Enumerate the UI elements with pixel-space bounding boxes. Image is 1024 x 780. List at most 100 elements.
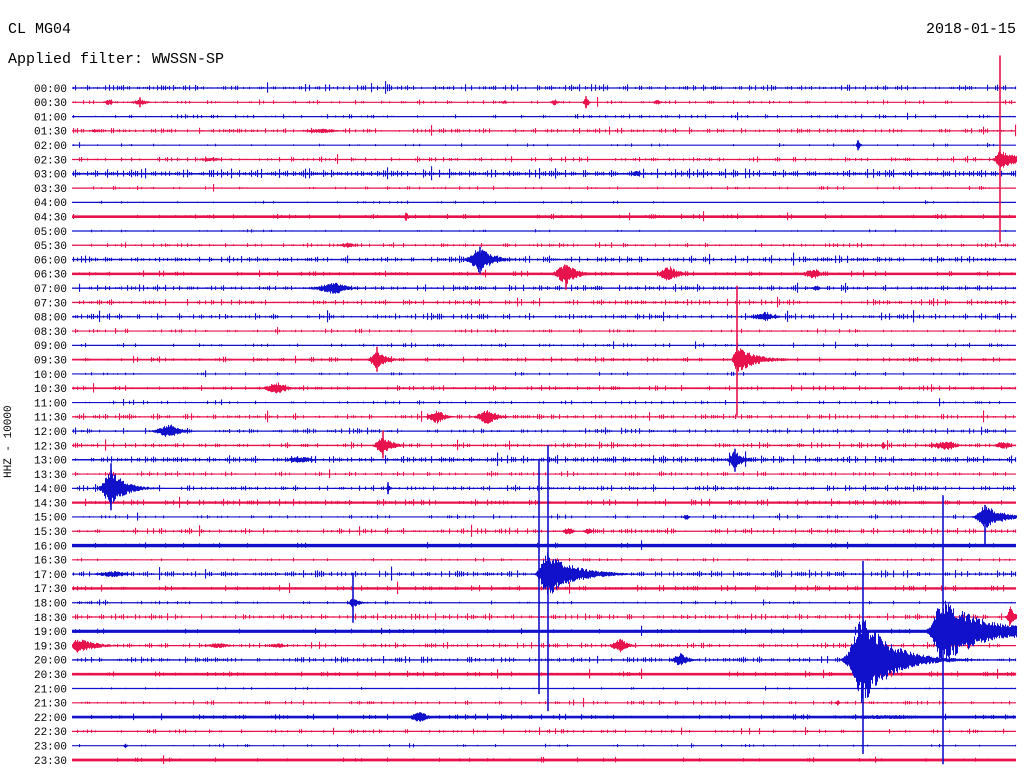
time-label-14-30: 14:30	[34, 498, 67, 510]
seismic-event	[471, 410, 515, 424]
time-label-15-00: 15:00	[34, 513, 67, 525]
time-label-12-00: 12:00	[34, 427, 67, 439]
trace-row-08-30	[72, 327, 1017, 335]
seismic-event	[583, 528, 594, 535]
seismic-event	[462, 246, 526, 274]
seismic-event	[548, 264, 603, 290]
seismic-event	[561, 528, 576, 535]
time-label-03-30: 03:30	[34, 184, 67, 196]
time-label-10-30: 10:30	[34, 384, 67, 396]
seismic-event	[796, 269, 832, 279]
seismic-event	[96, 463, 166, 511]
time-label-21-30: 21:30	[34, 699, 67, 711]
trace-row-10-00	[72, 370, 1017, 377]
trace-row-19-30	[72, 641, 1016, 649]
time-label-04-30: 04:30	[34, 213, 67, 225]
trace-row-23-00	[72, 743, 1017, 748]
trace-row-16-30	[72, 557, 1016, 562]
time-label-06-30: 06:30	[34, 270, 67, 282]
time-label-20-00: 20:00	[34, 656, 67, 668]
time-label-00-30: 00:30	[34, 98, 67, 110]
trace-row-23-30	[72, 755, 1016, 764]
trace-row-00-00	[72, 81, 1017, 94]
time-label-23-30: 23:30	[34, 756, 67, 768]
seismic-event	[1005, 606, 1017, 627]
time-label-14-00: 14:00	[34, 484, 67, 496]
seismic-event	[371, 430, 412, 459]
time-label-05-00: 05:00	[34, 227, 67, 239]
time-label-13-00: 13:00	[34, 456, 67, 468]
trace-row-04-00	[72, 200, 1016, 205]
seismic-event	[606, 638, 642, 653]
time-label-15-30: 15:30	[34, 527, 67, 539]
seismic-event	[922, 758, 929, 762]
seismic-event	[423, 410, 459, 424]
trace-row-09-00	[72, 341, 1016, 349]
seismic-event	[549, 99, 560, 106]
trace-row-21-30	[72, 697, 1016, 707]
seismic-event	[880, 442, 887, 449]
trace-row-02-30	[72, 154, 1017, 164]
time-label-13-30: 13:30	[34, 470, 67, 482]
time-label-17-30: 17:30	[34, 584, 67, 596]
seismic-event	[195, 157, 226, 162]
seismic-event	[297, 128, 344, 134]
trace-row-03-30	[72, 184, 1016, 192]
time-label-07-30: 07:30	[34, 298, 67, 310]
seismic-event	[103, 99, 114, 105]
seismic-event	[385, 482, 392, 495]
seismic-event	[652, 100, 663, 105]
seismic-event	[747, 311, 787, 322]
trace-row-13-30	[72, 469, 1016, 478]
trace-row-07-00	[72, 282, 1017, 293]
seismic-event	[347, 572, 371, 623]
trace-row-18-00	[72, 599, 1016, 606]
trace-row-09-30	[72, 355, 1016, 364]
trace-row-18-30	[72, 613, 1017, 621]
time-label-19-30: 19:30	[34, 641, 67, 653]
trace-row-17-30	[72, 581, 1017, 595]
date-label: 2018-01-15	[925, 21, 1016, 38]
trace-row-07-30	[72, 296, 1017, 308]
trace-row-00-30	[72, 97, 1016, 107]
seismic-event	[532, 445, 653, 712]
trace-row-06-30	[72, 269, 1017, 278]
time-label-01-30: 01:30	[34, 127, 67, 139]
trace-row-19-00	[72, 625, 1016, 636]
seismic-event	[653, 266, 697, 281]
trace-row-03-00	[72, 166, 1017, 181]
trace-row-22-00	[72, 713, 1016, 721]
time-label-02-00: 02:00	[34, 141, 67, 153]
time-label-04-00: 04:00	[34, 198, 67, 210]
trace-row-12-30	[72, 439, 1017, 451]
seismic-event	[922, 441, 966, 450]
trace-row-02-00	[72, 142, 1016, 148]
time-label-16-00: 16:00	[34, 541, 67, 553]
trace-row-11-00	[72, 398, 1017, 407]
station-code: CL MG04	[8, 21, 72, 38]
trace-row-15-30	[72, 524, 1017, 537]
channel-scale-label: HHZ - 10000	[3, 405, 15, 478]
seismic-event	[123, 743, 128, 749]
time-label-08-00: 08:00	[34, 313, 67, 325]
time-label-22-00: 22:00	[34, 713, 67, 725]
time-label-06-00: 06:00	[34, 255, 67, 267]
seismic-event	[629, 171, 644, 176]
seismic-event	[835, 700, 840, 706]
trace-row-11-30	[72, 410, 1016, 423]
seismic-event	[730, 285, 801, 416]
seismic-event	[922, 495, 1017, 765]
time-label-00-00: 00:00	[34, 84, 67, 96]
seismic-event	[405, 712, 440, 722]
time-label-09-00: 09:00	[34, 341, 67, 353]
trace-row-12-00	[72, 426, 1017, 435]
seismic-event	[668, 653, 702, 666]
seismic-event	[971, 504, 1017, 547]
seismic-event	[129, 97, 152, 108]
time-label-08-30: 08:30	[34, 327, 67, 339]
seismic-event	[202, 643, 235, 648]
seismic-event	[305, 282, 365, 294]
trace-row-14-00	[72, 484, 1016, 492]
